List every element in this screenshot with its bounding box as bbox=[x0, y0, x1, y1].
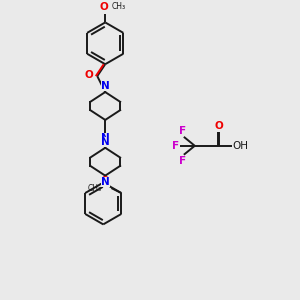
Text: F: F bbox=[179, 126, 186, 136]
Text: O: O bbox=[85, 70, 94, 80]
Text: F: F bbox=[172, 141, 179, 151]
Text: N: N bbox=[101, 81, 110, 91]
Text: N: N bbox=[101, 177, 110, 187]
Text: O: O bbox=[100, 2, 109, 13]
Text: O: O bbox=[214, 121, 223, 131]
Text: N: N bbox=[101, 133, 110, 143]
Text: CH₃: CH₃ bbox=[111, 2, 125, 11]
Text: OH: OH bbox=[232, 141, 249, 151]
Text: O: O bbox=[100, 176, 109, 186]
Text: F: F bbox=[179, 156, 186, 166]
Text: N: N bbox=[101, 137, 110, 147]
Text: CH₃: CH₃ bbox=[87, 184, 101, 193]
